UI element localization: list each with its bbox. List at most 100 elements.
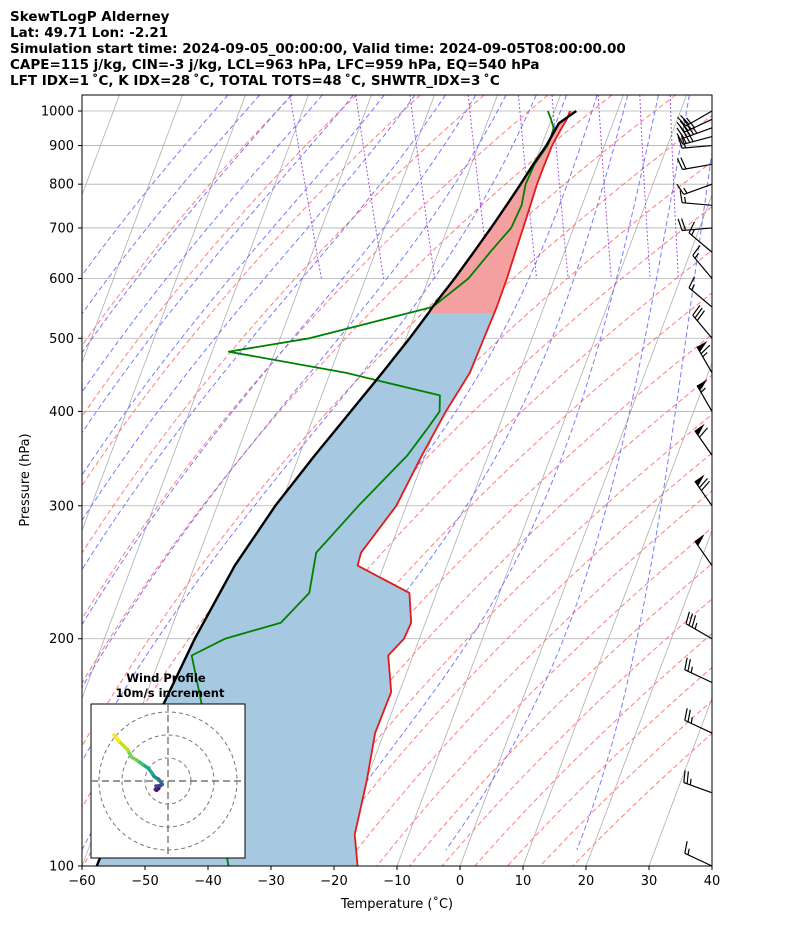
wind-barb-half-feather — [694, 622, 698, 630]
moist-adiabat-line — [82, 95, 477, 626]
mixing-ratio-line — [409, 95, 436, 279]
y-tick-label: 600 — [49, 272, 74, 287]
hodograph-subtitle: 10m/s increment — [116, 686, 225, 700]
wind-barb-feather — [680, 218, 687, 231]
wind-barb-staff — [688, 232, 713, 253]
axes-ticks: −60 −50 −40 −30 −20 −10 0 10 20 30 40 1000 900 800 700… — [41, 104, 720, 889]
wind-barb-staff — [694, 430, 713, 456]
moist-adiabat-line — [445, 95, 690, 851]
wind-barb-flag — [694, 534, 705, 546]
hodograph-title: Wind Profile — [126, 671, 206, 685]
x-tick-label: −10 — [383, 874, 410, 889]
wind-barb — [684, 841, 713, 867]
wind-barb-feather — [688, 613, 694, 626]
wind-barb-feather — [694, 307, 703, 319]
wind-barb — [694, 423, 713, 456]
wind-barb-feather — [691, 615, 697, 628]
wind-barb-feather — [676, 157, 684, 170]
y-tick-label: 1000 — [41, 104, 74, 119]
wind-barb-staff — [685, 623, 713, 640]
wind-barb-staff — [682, 227, 713, 232]
wind-barb-feather — [686, 771, 689, 784]
profiles — [95, 110, 577, 866]
wind-barb-flag — [697, 379, 708, 391]
x-tick-label: 10 — [515, 874, 532, 889]
isotherm-line — [459, 193, 712, 866]
moist-adiabat-line — [82, 95, 385, 477]
y-tick-label: 900 — [49, 139, 74, 154]
dry-adiabat-line — [278, 413, 712, 866]
dry-adiabat-line — [539, 700, 712, 866]
wind-barb-staff — [685, 110, 713, 127]
temperature-profile-line — [353, 110, 571, 866]
wind-barb-staff — [684, 118, 713, 133]
isotherm-line — [522, 361, 712, 866]
wind-barb-half-feather — [690, 666, 693, 673]
dry-adiabat-line — [311, 452, 712, 866]
wind-barb-staff — [684, 669, 713, 684]
wind-barb — [696, 379, 713, 412]
wind-barb-feather — [687, 659, 691, 672]
wind-barb — [694, 534, 713, 566]
wind-barb-feather — [679, 190, 683, 203]
wind-barb-staff — [684, 852, 713, 867]
wind-barb-staff — [682, 202, 713, 206]
wind-barb-feather — [677, 136, 683, 149]
wind-barb-flag — [697, 340, 708, 353]
hodograph-trace — [112, 733, 164, 792]
wind-barb-half-feather — [683, 187, 688, 194]
wind-barb-feather — [676, 183, 685, 195]
dry-adiabat-line — [507, 666, 712, 866]
dry-adiabat-line — [409, 563, 712, 866]
wind-barb-feather — [679, 132, 687, 144]
chart-title-stability-indices: LFT IDX=1 ˚C, K IDX=28 ˚C, TOTAL TOTS=48… — [10, 73, 500, 89]
wind-barb-feather — [683, 131, 691, 143]
wind-barb-half-feather — [690, 717, 693, 724]
isotherm-line — [711, 864, 712, 866]
wind-barb-feather — [684, 708, 688, 721]
wind-barb-feather — [692, 304, 701, 316]
wind-barb-feather — [676, 116, 687, 127]
wind-barb-staff — [682, 144, 713, 149]
dry-adiabat-line — [213, 333, 712, 866]
y-tick-label: 400 — [49, 405, 74, 420]
dry-adiabat-line — [82, 95, 421, 487]
isotherm-line — [648, 697, 712, 866]
dry-adiabat-line — [82, 95, 357, 418]
isotherm-line — [82, 95, 246, 532]
y-tick-label: 100 — [49, 860, 74, 875]
chart-title-times: Simulation start time: 2024-09-05_00:00:… — [10, 41, 626, 57]
x-tick-label: 30 — [641, 874, 658, 889]
wind-barb — [692, 245, 713, 279]
moist-adiabat-line — [315, 95, 659, 851]
wind-barb-feather — [700, 480, 710, 492]
wind-barb-feather — [677, 218, 683, 231]
wind-barb-staff — [683, 782, 713, 794]
y-tick-label: 800 — [49, 178, 74, 193]
dry-adiabat-line — [147, 249, 712, 866]
y-tick-label: 500 — [49, 332, 74, 347]
dry-adiabat-line — [572, 732, 712, 866]
wind-barb-feather — [680, 135, 687, 149]
hodograph-segment — [112, 733, 121, 743]
wind-barb-feather — [688, 221, 695, 234]
moist-adiabat-line — [82, 95, 507, 689]
wind-barb — [685, 611, 713, 640]
wind-barb-staff — [682, 135, 713, 145]
dry-adiabat-line — [441, 598, 712, 866]
wind-barb-feather — [676, 133, 684, 145]
x-tick-label: 0 — [456, 874, 464, 889]
hodograph-rings — [91, 704, 245, 858]
wind-barb-staff — [682, 163, 713, 171]
wind-barb-flag — [694, 423, 705, 436]
wind-barb — [684, 657, 713, 684]
wind-barb — [684, 708, 713, 734]
x-tick-label: 20 — [578, 874, 595, 889]
isotherm-line — [82, 95, 183, 364]
wind-barb-half-feather — [693, 127, 698, 134]
wind-barb-half-feather — [684, 196, 687, 204]
wind-barb-half-feather — [691, 284, 695, 291]
x-tick-label: −20 — [320, 874, 347, 889]
dry-adiabat-line — [245, 374, 712, 866]
